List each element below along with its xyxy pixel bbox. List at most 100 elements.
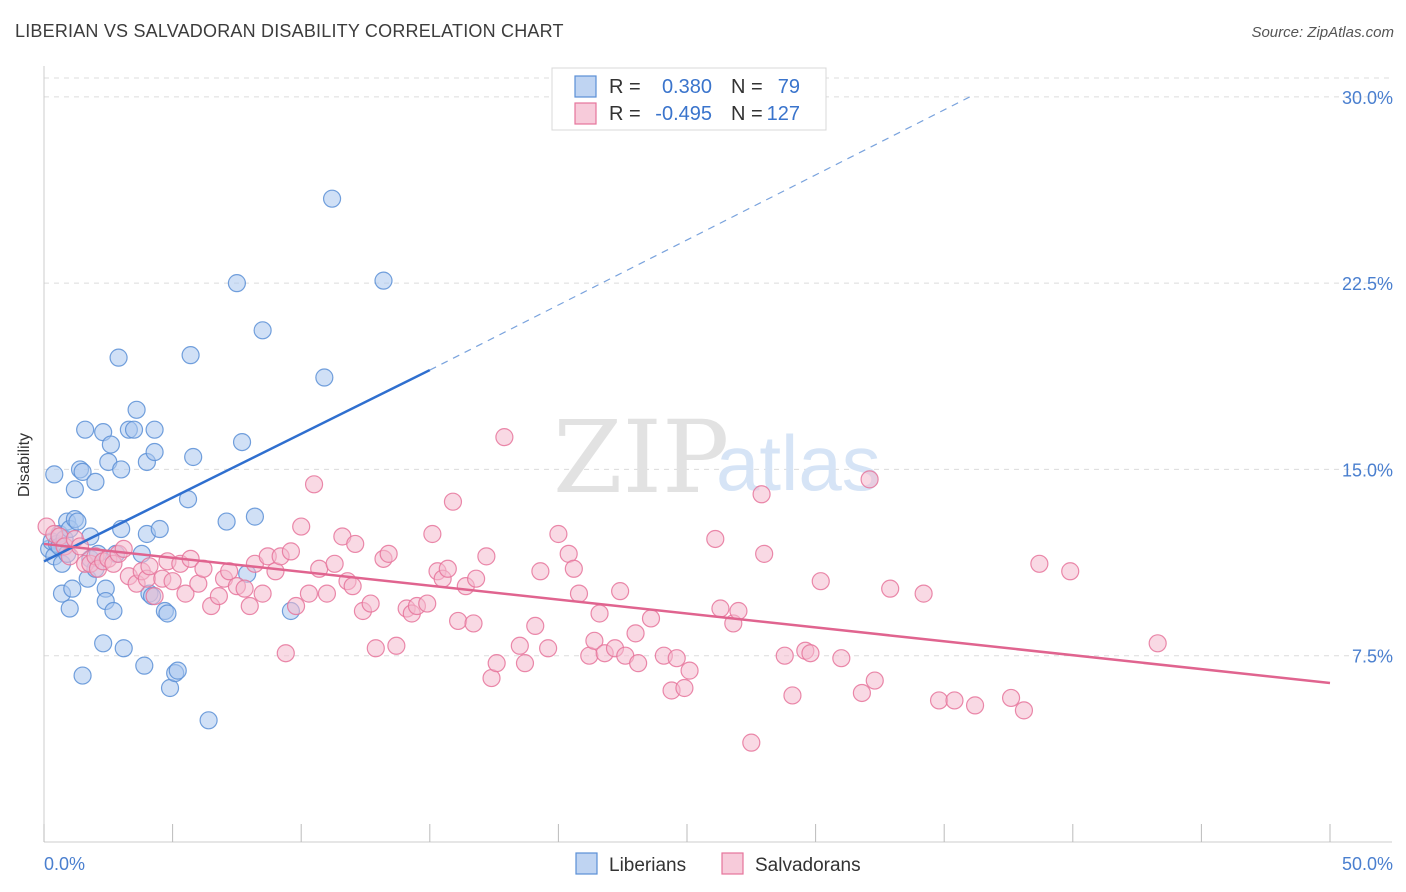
salvadoran-point (466, 569, 486, 588)
salvadoran-point (711, 599, 730, 618)
salvadoran-point (281, 542, 301, 561)
salvadoran-point (477, 547, 496, 566)
salvadoran-point (801, 644, 820, 663)
liberian-point (184, 447, 203, 467)
salvadoran-point (539, 639, 558, 658)
liberian-point (60, 599, 79, 618)
watermark-zip: ZIP (553, 399, 729, 516)
salvadoran-point (729, 601, 748, 621)
liberian-point (145, 442, 164, 462)
salvadoran-point (286, 596, 306, 616)
liberian-point (112, 460, 131, 479)
liberian-point (124, 420, 144, 439)
salvadoran-point (945, 691, 964, 710)
legend-box: R = 0.380 N = 79 R = -0.495 N = 127 (551, 67, 827, 131)
salvadoran-point (1030, 554, 1049, 573)
liberian-point (145, 420, 164, 439)
liberian-point (45, 465, 64, 484)
salvadoran-point (852, 683, 871, 703)
watermark-atlas: atlas (716, 419, 881, 507)
liberian-point (217, 512, 236, 531)
liberian-point (232, 432, 252, 452)
salvadoran-point (742, 733, 761, 752)
liberian-point (86, 472, 105, 491)
salvadoran-point (292, 517, 311, 536)
salvadoran-point (235, 579, 254, 598)
salvadoran-point (325, 554, 344, 573)
salvadoran-point (464, 614, 483, 633)
liberian-trend-line (43, 368, 431, 563)
salvadoran-point (585, 631, 604, 650)
salvadoran-point (114, 539, 133, 559)
salvadoran-point (299, 584, 319, 603)
salvadoran-point (752, 485, 771, 504)
salvadoran-point (675, 678, 694, 698)
liberian-point (135, 656, 154, 675)
liberian-point (227, 274, 246, 293)
legend-r-value: 0.380 (662, 76, 712, 98)
bottom-legend-label: Salvadorans (755, 855, 861, 876)
salvadoran-point (379, 544, 398, 563)
legend-swatch (574, 75, 597, 98)
bottom-legend-swatch (575, 852, 598, 875)
salvadoran-point (626, 624, 645, 643)
salvadoran-point (163, 572, 182, 591)
salvadoran-point (1001, 688, 1021, 708)
salvadoran-point (438, 559, 457, 578)
liberian-point (73, 462, 92, 482)
chart-title: LIBERIAN VS SALVADORAN DISABILITY CORREL… (15, 21, 564, 41)
salvadoran-point (881, 579, 900, 598)
salvadoran-point (176, 584, 195, 603)
trend-lines (43, 96, 1331, 685)
salvadoran-point (346, 534, 365, 554)
salvadoran-point (641, 609, 661, 628)
salvadoran-point (526, 616, 545, 636)
salvadoran-point (317, 584, 337, 603)
y-tick-label: 15.0% (1342, 460, 1393, 480)
liberian-point (104, 601, 123, 621)
salvadoran-point (755, 544, 774, 563)
legend-n-label: N = (731, 76, 763, 98)
legend-n-value: 127 (767, 103, 800, 125)
salvadoran-point (487, 654, 506, 673)
salvadoran-point (1148, 634, 1167, 653)
x-tick-label-max: 50.0% (1342, 854, 1393, 874)
salvadoran-point (860, 470, 879, 489)
legend-frame (551, 67, 827, 131)
legend-r-value: -0.495 (655, 103, 712, 125)
axes: 7.5% 15.0% 22.5% 30.0% 0.0% 50.0% (43, 66, 1393, 874)
salvadoran-point (510, 636, 529, 655)
salvadoran-point (387, 636, 406, 655)
bottom-legend: Liberians Salvadorans (575, 852, 861, 876)
liberian-point (65, 480, 84, 499)
salvadoran-point (253, 584, 272, 603)
salvadoran-point (569, 584, 589, 603)
legend-r-label: R = (609, 103, 641, 125)
salvadoran-point (832, 649, 851, 668)
salvadoran-point (775, 646, 794, 665)
salvadoran-point (140, 557, 159, 576)
liberian-point (94, 634, 113, 653)
salvadoran-point (448, 611, 468, 631)
salvadoran-point (629, 654, 648, 673)
salvadoran-point (240, 596, 259, 616)
liberian-point (245, 507, 265, 526)
liberian-point (73, 666, 92, 685)
salvadoran-point (423, 524, 442, 544)
salvadoran-point (929, 691, 949, 710)
liberian-point (158, 604, 177, 623)
salvadoran-point (564, 559, 583, 578)
liberian-point (374, 271, 393, 290)
salvadoran-point (366, 639, 385, 658)
salvadoran-point (680, 661, 699, 680)
salvadoran-point (418, 594, 437, 613)
salvadoran-point (1014, 701, 1034, 720)
salvadoran-point (914, 584, 933, 603)
liberian-point (63, 579, 82, 598)
salvadoran-point (590, 604, 609, 623)
liberian-point (322, 189, 342, 208)
liberian-point (150, 519, 169, 539)
salvadoran-point (515, 654, 535, 673)
liberian-trend-extension (429, 96, 971, 371)
liberian-point (315, 368, 334, 387)
